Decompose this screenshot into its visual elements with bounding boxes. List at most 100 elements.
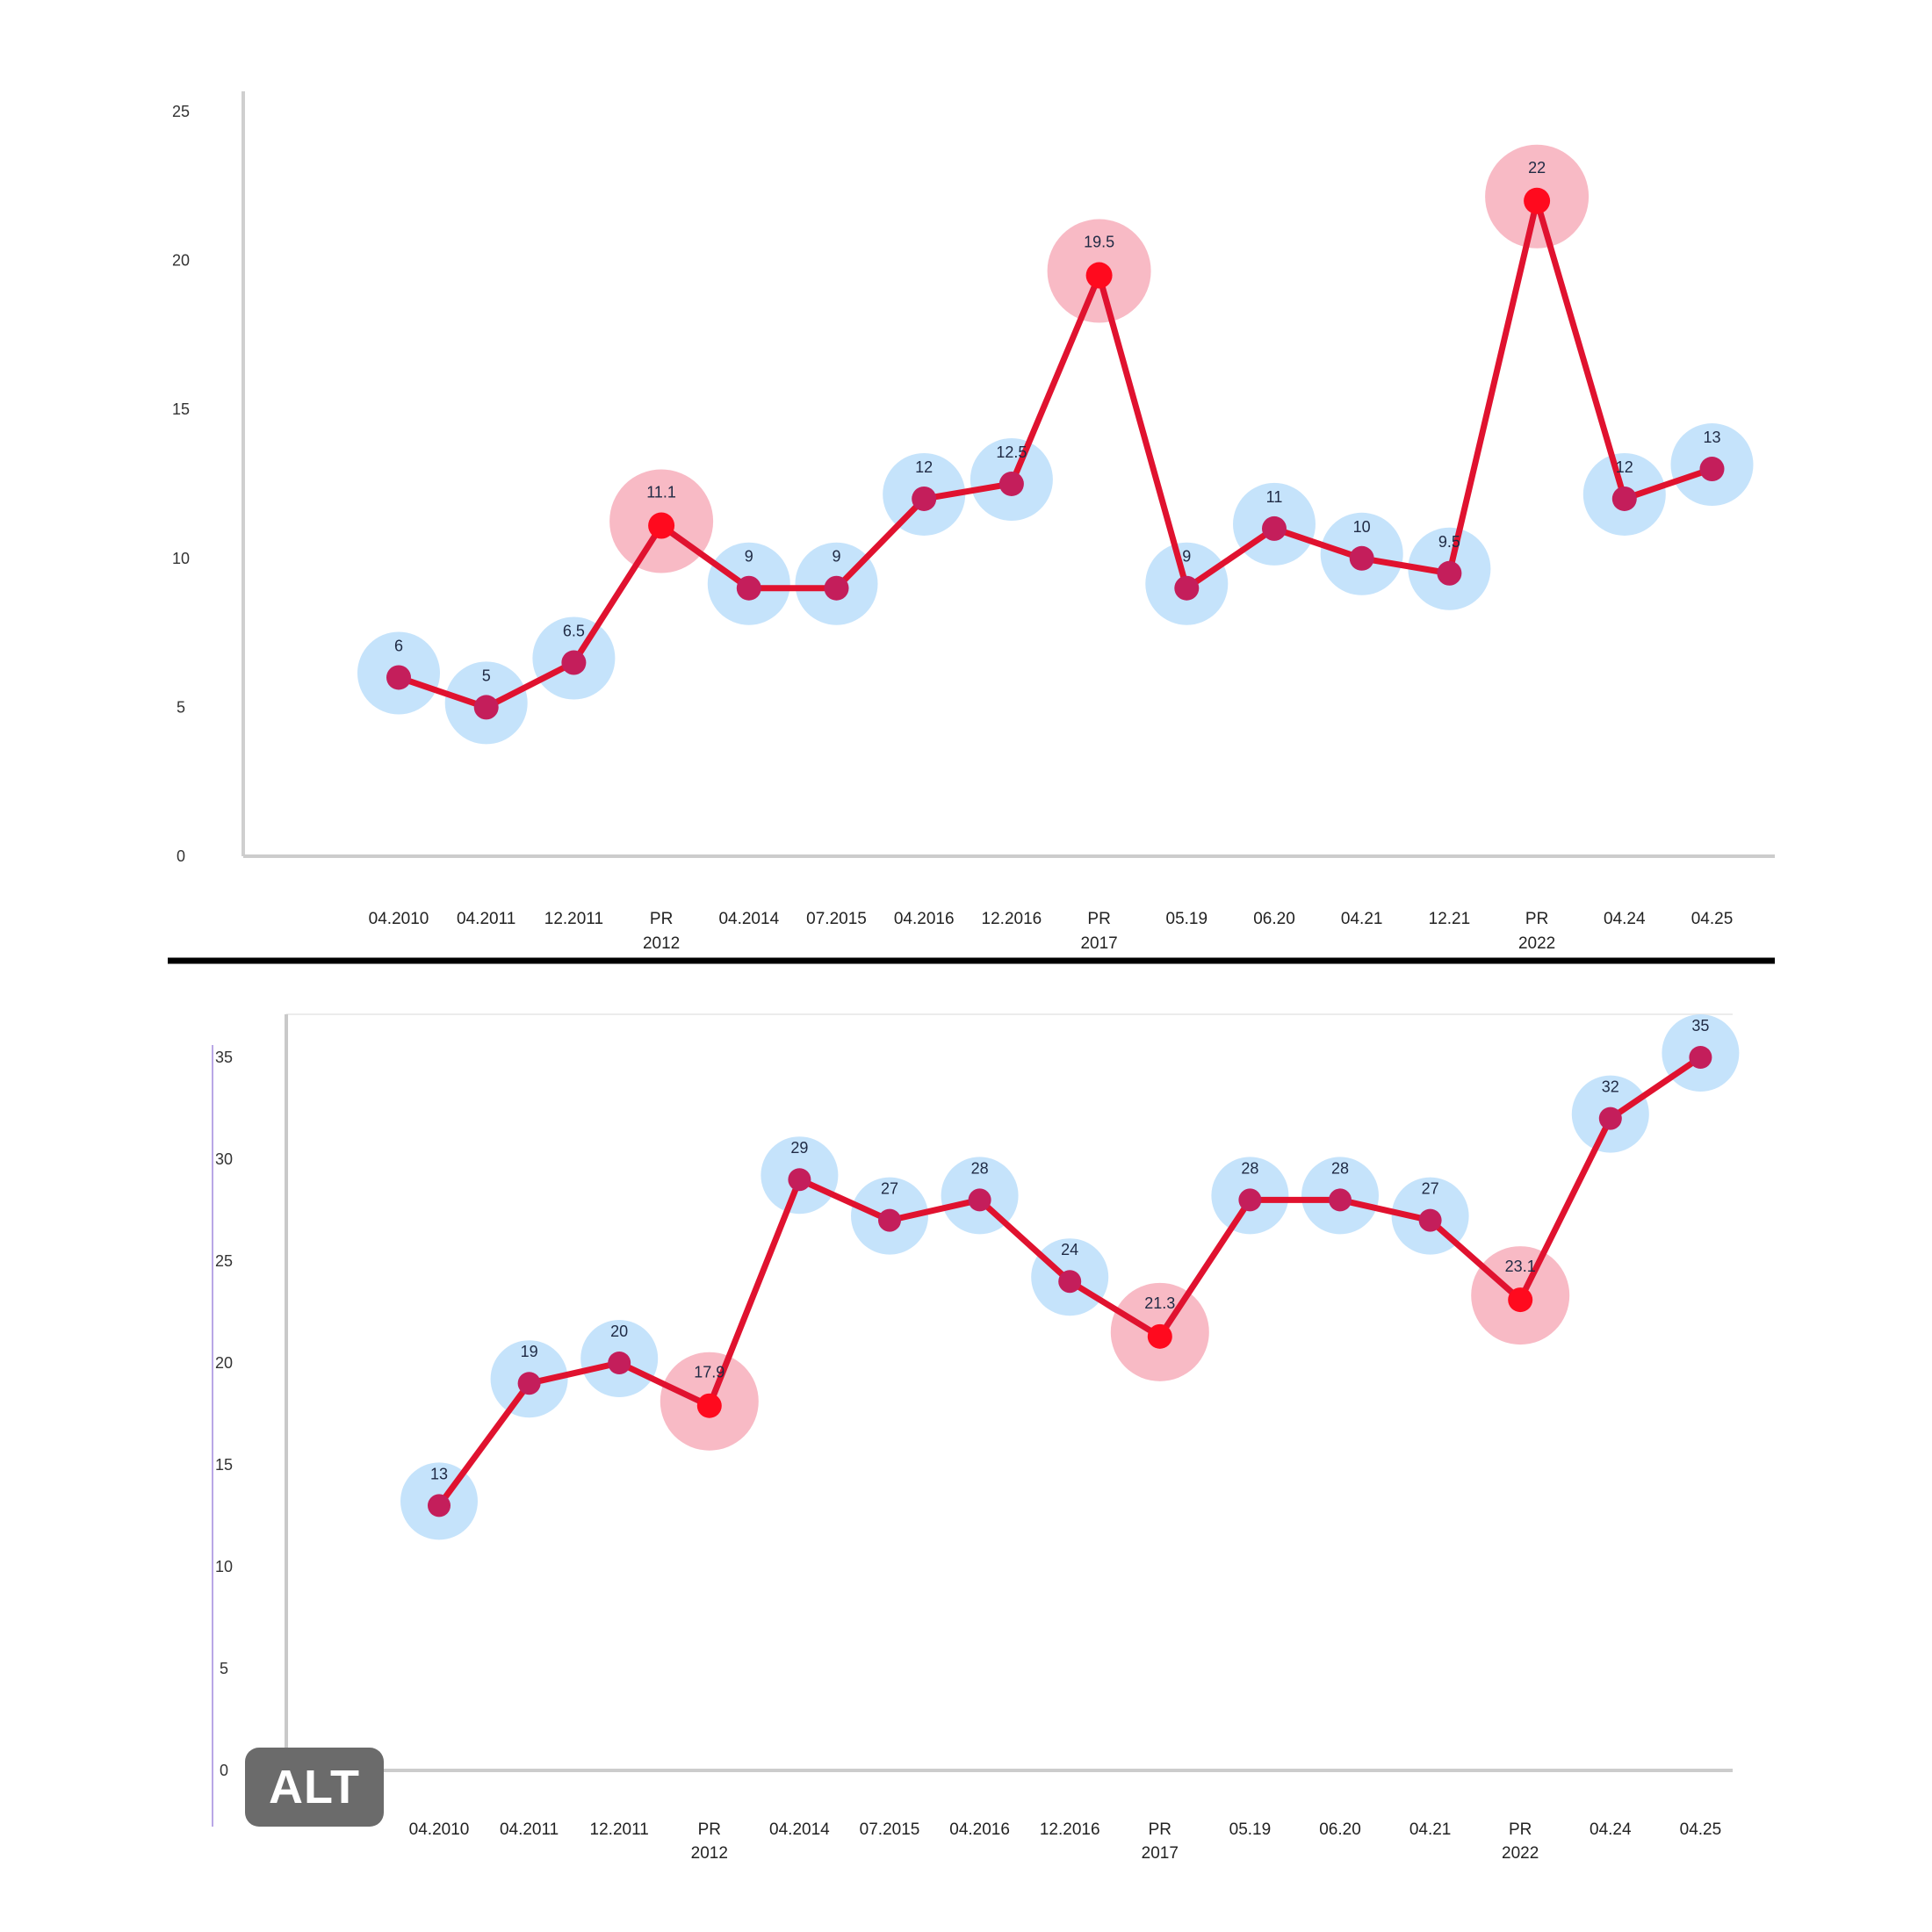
data-label: 22 bbox=[1528, 159, 1546, 177]
data-label: 10 bbox=[1353, 518, 1371, 536]
data-label: 12 bbox=[915, 458, 933, 476]
y-tick-label: 15 bbox=[215, 1456, 233, 1474]
x-tick-label: PR 2017 bbox=[1080, 910, 1117, 953]
data-label: 11 bbox=[1266, 488, 1283, 506]
data-label: 13 bbox=[1703, 429, 1720, 446]
data-point bbox=[878, 1208, 901, 1232]
x-tick-label: 04.21 bbox=[1341, 910, 1383, 928]
x-tick-label: 12.2016 bbox=[982, 910, 1042, 928]
y-tick-label: 0 bbox=[177, 847, 185, 865]
data-point bbox=[608, 1352, 631, 1374]
data-label: 12 bbox=[1616, 458, 1633, 476]
data-label: 29 bbox=[790, 1139, 808, 1157]
x-tick-label: 05.19 bbox=[1166, 910, 1208, 928]
x-tick-label: PR 2012 bbox=[643, 910, 680, 953]
x-tick-label: 07.2015 bbox=[860, 1820, 920, 1839]
data-label: 28 bbox=[971, 1159, 989, 1177]
x-tick-label: 04.24 bbox=[1604, 910, 1646, 928]
y-tick-label: 35 bbox=[215, 1049, 233, 1066]
x-tick-label: 04.2014 bbox=[718, 910, 779, 928]
x-tick-label: 06.20 bbox=[1319, 1820, 1361, 1839]
data-label: 6 bbox=[394, 637, 403, 654]
data-point bbox=[1085, 262, 1113, 289]
data-label: 9 bbox=[1182, 548, 1191, 566]
x-tick-label: 12.2011 bbox=[544, 910, 603, 928]
y-tick-label: 5 bbox=[220, 1660, 228, 1677]
data-point bbox=[648, 512, 675, 539]
data-label: 11.1 bbox=[646, 483, 676, 501]
data-point bbox=[428, 1494, 451, 1517]
data-label: 5 bbox=[482, 667, 491, 684]
x-tick-label: PR 2022 bbox=[1518, 910, 1555, 953]
x-tick-label: 04.24 bbox=[1590, 1820, 1632, 1839]
y-tick-label: 25 bbox=[215, 1252, 233, 1270]
data-label: 35 bbox=[1691, 1017, 1709, 1034]
x-tick-label: 04.25 bbox=[1680, 1820, 1722, 1839]
chart-bottom: 0 5 10 15 20 25 30 35 04.2010 04.2011 12.2011 PR 201… bbox=[212, 1013, 1740, 1863]
data-label: 32 bbox=[1602, 1078, 1619, 1096]
data-point bbox=[1524, 187, 1551, 214]
x-tick-label: 12.2011 bbox=[590, 1820, 649, 1839]
data-point bbox=[696, 1393, 722, 1418]
data-point bbox=[968, 1188, 991, 1212]
data-point bbox=[1611, 486, 1637, 511]
x-tick-label: PR 2017 bbox=[1142, 1820, 1179, 1863]
x-tick-label: 04.2010 bbox=[409, 1820, 470, 1839]
x-tick-label: 04.2011 bbox=[457, 910, 515, 928]
x-tick-label: 04.21 bbox=[1409, 1820, 1452, 1839]
chart-top: 0 5 10 15 20 25 04.2010 04.2011 12.2011 PR 2012 04.… bbox=[172, 91, 1775, 953]
data-point bbox=[824, 575, 849, 601]
data-point bbox=[1437, 560, 1462, 586]
x-tick-label: 07.2015 bbox=[806, 910, 867, 928]
data-point bbox=[736, 575, 761, 601]
data-point bbox=[1598, 1107, 1622, 1130]
x-tick-label: 04.2010 bbox=[369, 910, 429, 928]
data-label: 9 bbox=[832, 548, 840, 566]
data-point bbox=[1058, 1270, 1082, 1294]
x-tick-label: 12.21 bbox=[1429, 910, 1471, 928]
data-point bbox=[1262, 515, 1287, 541]
data-label: 9.5 bbox=[1438, 533, 1460, 551]
data-point bbox=[1349, 545, 1374, 571]
series-line bbox=[395, 198, 1715, 710]
data-label: 21.3 bbox=[1144, 1294, 1175, 1312]
x-tick-label: 04.25 bbox=[1691, 910, 1734, 928]
x-tick-label: 12.2016 bbox=[1040, 1820, 1100, 1839]
data-point bbox=[998, 472, 1024, 496]
data-point bbox=[1238, 1188, 1262, 1212]
data-point bbox=[473, 695, 499, 720]
data-point bbox=[1418, 1208, 1442, 1232]
data-label: 13 bbox=[430, 1465, 448, 1482]
x-tick-label: 04.2011 bbox=[500, 1820, 559, 1839]
data-label: 17.9 bbox=[694, 1364, 724, 1381]
x-tick-label: 04.2016 bbox=[894, 910, 955, 928]
data-label: 27 bbox=[1422, 1180, 1439, 1198]
y-tick-label: 15 bbox=[172, 400, 190, 418]
data-point bbox=[517, 1372, 541, 1395]
data-label: 28 bbox=[1241, 1159, 1258, 1177]
data-label: 19 bbox=[521, 1343, 538, 1360]
y-tick-label: 30 bbox=[215, 1150, 233, 1168]
alt-badge[interactable]: ALT bbox=[245, 1748, 384, 1827]
y-tick-label: 10 bbox=[172, 550, 190, 567]
data-label: 12.5 bbox=[996, 443, 1027, 461]
x-tick-label: 04.2016 bbox=[949, 1820, 1010, 1839]
data-point bbox=[1329, 1188, 1352, 1212]
data-point bbox=[788, 1168, 811, 1192]
data-label: 9 bbox=[745, 548, 753, 566]
data-point bbox=[1699, 457, 1725, 482]
data-label: 19.5 bbox=[1084, 234, 1114, 251]
y-tick-label: 25 bbox=[172, 103, 190, 120]
y-tick-label: 20 bbox=[215, 1354, 233, 1372]
data-point bbox=[912, 486, 937, 511]
data-point bbox=[386, 665, 411, 690]
x-tick-label: 04.2014 bbox=[769, 1820, 830, 1839]
data-point bbox=[1689, 1046, 1712, 1069]
data-point bbox=[1508, 1287, 1533, 1313]
y-tick-label: 5 bbox=[177, 698, 185, 716]
data-label: 20 bbox=[610, 1323, 628, 1340]
y-tick-label: 20 bbox=[172, 252, 190, 270]
data-label: 28 bbox=[1331, 1159, 1349, 1177]
data-label: 24 bbox=[1061, 1241, 1078, 1258]
